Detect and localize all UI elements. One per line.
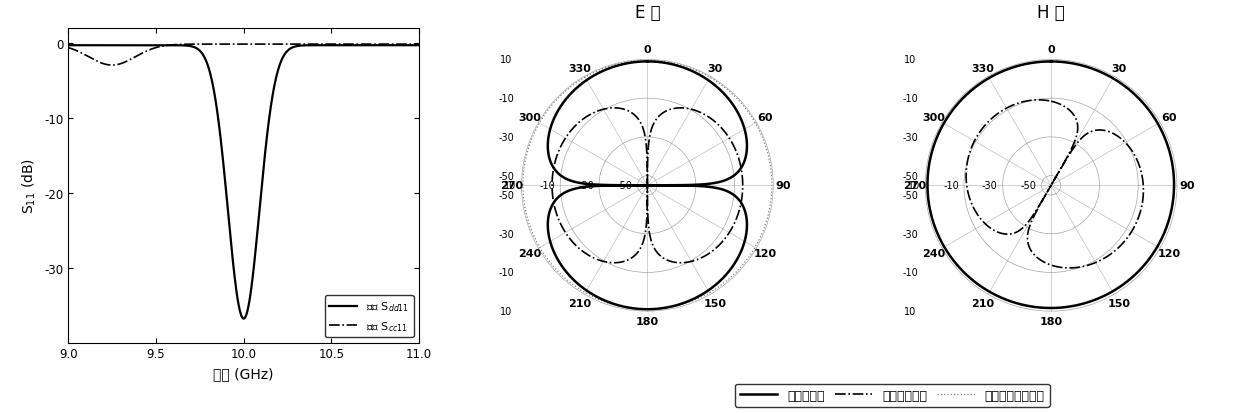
Y-axis label: S$_{11}$ (dB): S$_{11}$ (dB) — [21, 158, 38, 214]
仿真 S$_{dd11}$ — [151, 44, 166, 49]
Text: 270: 270 — [499, 181, 523, 191]
Text: 90: 90 — [1180, 181, 1194, 191]
Text: -50: -50 — [1021, 181, 1036, 191]
Text: 10: 10 — [501, 306, 513, 316]
Text: 30: 30 — [707, 64, 724, 74]
Text: -10: -10 — [498, 268, 514, 278]
仿真 S$_{cc11}$ — [151, 45, 166, 50]
Text: -30: -30 — [498, 229, 514, 239]
Text: -10: -10 — [902, 268, 918, 278]
Text: 120: 120 — [1157, 249, 1181, 259]
仿真 S$_{dd11}$ — [411, 44, 426, 49]
Text: 0: 0 — [643, 45, 652, 55]
Text: -30: -30 — [579, 181, 593, 191]
Text: -10: -10 — [498, 94, 514, 104]
仿真 S$_{dd11}$ — [235, 316, 250, 321]
仿真 S$_{cc11}$ — [61, 46, 76, 51]
Text: 90: 90 — [776, 181, 790, 191]
Title: H 面: H 面 — [1037, 4, 1066, 22]
仿真 S$_{dd11}$ — [268, 78, 282, 83]
Text: 10: 10 — [904, 306, 917, 316]
Text: -30: -30 — [981, 181, 997, 191]
Text: 120: 120 — [753, 249, 777, 259]
Text: 10: 10 — [904, 55, 917, 65]
Text: 270: 270 — [903, 181, 927, 191]
Title: E 面: E 面 — [634, 4, 660, 22]
Text: -50: -50 — [902, 171, 918, 181]
仿真 S$_{cc11}$ — [268, 43, 282, 47]
仿真 S$_{dd11}$ — [326, 44, 341, 49]
Text: -50: -50 — [902, 190, 918, 200]
仿真 S$_{dd11}$ — [61, 44, 76, 49]
Text: -30: -30 — [902, 133, 918, 142]
Line: 仿真 S$_{dd11}$: 仿真 S$_{dd11}$ — [68, 46, 419, 319]
仿真 S$_{cc11}$ — [221, 43, 235, 47]
仿真 S$_{dd11}$ — [123, 44, 138, 49]
Text: -10: -10 — [539, 181, 555, 191]
Text: 240: 240 — [922, 249, 945, 259]
仿真 S$_{dd11}$ — [296, 44, 311, 49]
仿真 S$_{cc11}$ — [124, 57, 139, 62]
Text: -10: -10 — [943, 181, 959, 191]
Text: 10: 10 — [501, 55, 513, 65]
Text: 150: 150 — [1108, 298, 1130, 308]
Text: 180: 180 — [1040, 316, 1063, 326]
Line: 仿真 S$_{cc11}$: 仿真 S$_{cc11}$ — [68, 45, 419, 66]
Text: -30: -30 — [902, 229, 918, 239]
Text: -10: -10 — [902, 94, 918, 104]
Text: 300: 300 — [518, 113, 541, 123]
Text: 60: 60 — [1161, 113, 1177, 123]
仿真 S$_{cc11}$ — [296, 43, 311, 47]
Text: 10: 10 — [908, 181, 921, 191]
Text: 150: 150 — [704, 298, 727, 308]
Text: 240: 240 — [518, 249, 541, 259]
Text: -50: -50 — [498, 190, 514, 200]
仿真 S$_{cc11}$ — [312, 43, 327, 47]
Text: -50: -50 — [498, 171, 514, 181]
Text: 210: 210 — [971, 298, 995, 308]
X-axis label: 频率 (GHz): 频率 (GHz) — [213, 366, 274, 380]
Text: -50: -50 — [617, 181, 633, 191]
仿真 S$_{cc11}$ — [104, 64, 119, 69]
仿真 S$_{dd11}$ — [219, 199, 234, 204]
Text: 0: 0 — [1047, 45, 1054, 55]
Legend: 仿真主极化, 仿真交叉极化, 仿真共模辐射增益: 仿真主极化, 仿真交叉极化, 仿真共模辐射增益 — [735, 384, 1049, 407]
Text: 180: 180 — [636, 316, 659, 326]
仿真 S$_{cc11}$ — [411, 43, 426, 47]
Legend: 仿真 S$_{dd11}$, 仿真 S$_{cc11}$: 仿真 S$_{dd11}$, 仿真 S$_{cc11}$ — [325, 295, 414, 337]
Text: 10: 10 — [504, 181, 517, 191]
Text: 30: 30 — [1111, 64, 1126, 74]
Text: 210: 210 — [567, 298, 591, 308]
Text: 300: 300 — [922, 113, 945, 123]
Text: -30: -30 — [498, 133, 514, 142]
Text: 60: 60 — [757, 113, 773, 123]
Text: 330: 330 — [971, 64, 995, 74]
仿真 S$_{cc11}$ — [326, 43, 341, 47]
Text: 330: 330 — [567, 64, 591, 74]
